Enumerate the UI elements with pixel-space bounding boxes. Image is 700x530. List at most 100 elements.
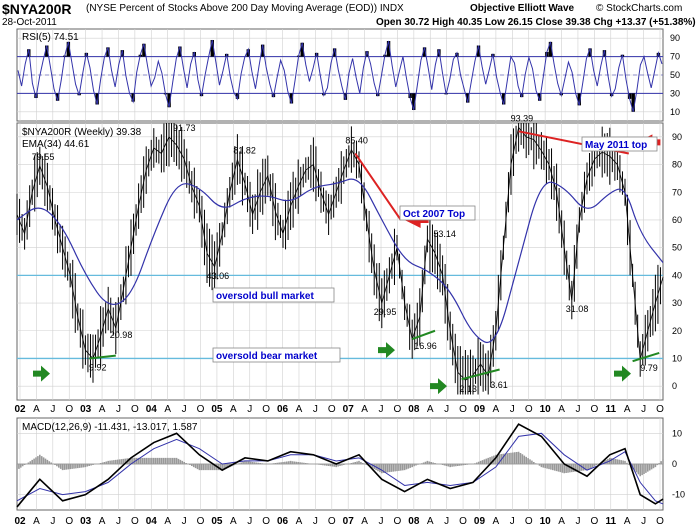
oct-2007-top-label: Oct 2007 Top xyxy=(403,209,465,220)
x-tick-label: J xyxy=(50,404,55,415)
macd-x-tick-label: J xyxy=(641,516,646,527)
macd-y-tick-label: 0 xyxy=(672,459,677,469)
price-value-label: 9.92 xyxy=(89,363,107,373)
rsi-y-tick-label: 70 xyxy=(670,52,680,62)
macd-x-tick-label: 09 xyxy=(474,516,486,527)
macd-x-tick-label: O xyxy=(131,516,139,527)
green-arrow-2009 xyxy=(430,378,447,395)
macd-x-tick-label: A xyxy=(427,516,434,527)
x-tick-label: 08 xyxy=(408,404,420,415)
macd-x-tick-label: O xyxy=(525,516,533,527)
macd-x-tick-label: 10 xyxy=(540,516,552,527)
macd-x-tick-label: A xyxy=(164,516,171,527)
macd-x-tick-label: J xyxy=(182,516,187,527)
ema-legend: EMA(34) 44.61 xyxy=(22,139,90,150)
macd-x-tick-label: A xyxy=(361,516,368,527)
macd-x-tick-label: 05 xyxy=(211,516,223,527)
oct-2007-top-label-box xyxy=(399,205,476,221)
macd-x-tick-label: A xyxy=(230,516,237,527)
may-2011-top-label-box xyxy=(581,136,658,152)
macd-x-tick-label: J xyxy=(510,516,515,527)
x-tick-label: 05 xyxy=(211,404,223,415)
x-tick-label: 06 xyxy=(277,404,289,415)
price-value-label: 20.98 xyxy=(110,330,133,340)
macd-x-tick-label: 03 xyxy=(80,516,92,527)
macd-x-tick-label: 02 xyxy=(14,516,26,527)
macd-x-tick-label: O xyxy=(590,516,598,527)
x-tick-label: J xyxy=(510,404,515,415)
price-value-label: 29.95 xyxy=(374,307,397,317)
macd-line xyxy=(16,423,664,508)
macd-x-tick-label: A xyxy=(624,516,631,527)
x-tick-label: J xyxy=(247,404,252,415)
macd-x-tick-label: O xyxy=(197,516,205,527)
x-tick-label: J xyxy=(641,404,646,415)
chart-symbol: $NYA200R xyxy=(2,1,72,17)
macd-x-tick-label: O xyxy=(328,516,336,527)
macd-x-tick-label: 08 xyxy=(408,516,420,527)
x-tick-label: A xyxy=(164,404,171,415)
rsi-y-tick-label: 10 xyxy=(670,107,680,117)
x-tick-label: A xyxy=(296,404,303,415)
macd-x-tick-label: J xyxy=(50,516,55,527)
x-tick-label: O xyxy=(394,404,402,415)
may-2011-top-label: May 2011 top xyxy=(585,140,647,151)
x-tick-label: O xyxy=(262,404,270,415)
chart-description: (NYSE Percent of Stocks Above 200 Day Mo… xyxy=(86,3,404,14)
main-y-tick-label: 90 xyxy=(672,132,682,142)
x-tick-label: 02 xyxy=(14,404,26,415)
macd-x-tick-label: J xyxy=(444,516,449,527)
rsi-line xyxy=(17,39,663,112)
macd-signal-line xyxy=(16,432,664,505)
x-tick-label: 11 xyxy=(605,404,616,415)
x-tick-label: 09 xyxy=(474,404,486,415)
green-arrow-2011 xyxy=(614,365,631,382)
x-tick-label: 07 xyxy=(343,404,355,415)
oversold-bear-label-box xyxy=(212,347,341,363)
main-y-tick-label: 50 xyxy=(672,243,682,253)
macd-y-tick-label: 10 xyxy=(672,428,682,438)
macd-x-tick-label: J xyxy=(247,516,252,527)
green-arrow-2008 xyxy=(378,342,395,359)
macd-x-tick-label: A xyxy=(296,516,303,527)
macd-x-tick-label: 11 xyxy=(605,516,616,527)
macd-x-tick-label: J xyxy=(116,516,121,527)
x-tick-label: A xyxy=(33,404,40,415)
rsi-y-tick-label: 50 xyxy=(670,70,680,80)
x-tick-label: A xyxy=(427,404,434,415)
x-tick-label: O xyxy=(328,404,336,415)
price-value-label: 91.73 xyxy=(173,123,196,133)
price-line xyxy=(16,126,664,381)
price-value-label: 53.14 xyxy=(433,229,456,239)
price-value-label: 16.96 xyxy=(414,341,437,351)
macd-x-tick-label: O xyxy=(65,516,73,527)
main-y-tick-label: 60 xyxy=(672,215,682,225)
x-tick-label: J xyxy=(182,404,187,415)
x-tick-label: O xyxy=(197,404,205,415)
chart-source: Objective Elliott Wave xyxy=(470,3,575,14)
rsi-legend: RSI(5) 74.51 xyxy=(22,32,79,43)
x-tick-label: O xyxy=(65,404,73,415)
support-line-2009 xyxy=(461,368,500,381)
macd-x-tick-label: A xyxy=(558,516,565,527)
main-y-tick-label: 80 xyxy=(672,160,682,170)
green-arrow-2002 xyxy=(33,365,50,382)
oct-2007-trendline xyxy=(354,152,402,221)
x-tick-label: J xyxy=(379,404,384,415)
x-tick-label: A xyxy=(230,404,237,415)
x-tick-label: J xyxy=(116,404,121,415)
quote-summary: Open 30.72 High 40.35 Low 26.15 Close 39… xyxy=(376,17,696,28)
macd-x-tick-label: O xyxy=(262,516,270,527)
main-y-tick-label: 70 xyxy=(672,187,682,197)
x-tick-label: O xyxy=(459,404,467,415)
macd-x-tick-label: J xyxy=(575,516,580,527)
oversold-bull-label-box xyxy=(212,287,335,303)
chart-date: 28-Oct-2011 xyxy=(2,17,57,28)
price-value-label: 9.79 xyxy=(640,363,658,373)
macd-legend: MACD(12,26,9) -11.431, -13.017, 1.587 xyxy=(22,422,198,433)
price-value-label: 2.13 xyxy=(459,384,477,394)
price-value-label: 43.06 xyxy=(207,271,230,281)
main-y-tick-label: 10 xyxy=(672,353,682,363)
macd-x-tick-label: O xyxy=(656,516,664,527)
